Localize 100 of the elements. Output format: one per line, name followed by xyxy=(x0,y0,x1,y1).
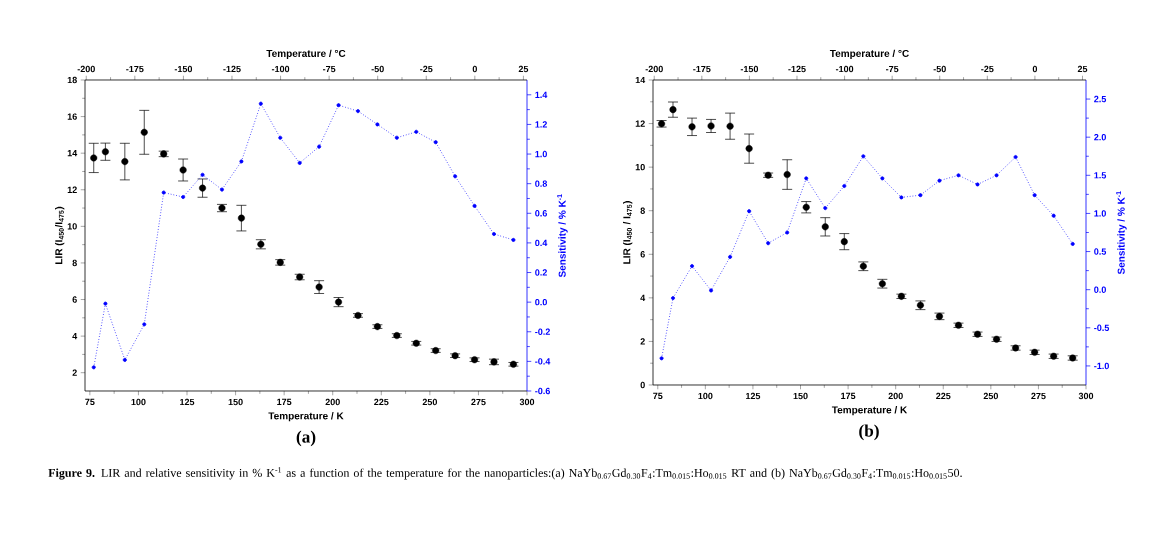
y2-axis-title: Sensitivity / % K$^{-1}$ xyxy=(1116,191,1127,275)
point xyxy=(511,237,516,242)
point xyxy=(219,187,224,192)
point xyxy=(258,101,263,106)
y2-tick-label: 0.5 xyxy=(1094,248,1107,255)
point xyxy=(239,159,244,164)
point xyxy=(842,183,847,188)
y-tick-label: 6 xyxy=(640,251,645,258)
y2-tick-label: 0.6 xyxy=(535,210,547,217)
y2-tick-label: -0.4 xyxy=(535,358,551,365)
point xyxy=(671,296,675,301)
x2-tick-label: -125 xyxy=(788,65,806,73)
x-axis-title: Temperature / K xyxy=(831,406,908,416)
point xyxy=(994,173,999,178)
x-tick-label: 150 xyxy=(228,398,243,406)
x2-axis-title: Temperature / °C xyxy=(266,49,346,59)
y-tick-label: 8 xyxy=(640,207,645,214)
point xyxy=(414,129,419,134)
x2-tick-label: -100 xyxy=(271,65,290,73)
x2-tick-label: -50 xyxy=(933,65,946,73)
x2-tick-label: -125 xyxy=(223,65,241,73)
point xyxy=(355,109,360,114)
y-tick-label: 4 xyxy=(72,333,78,340)
point xyxy=(317,144,322,149)
point xyxy=(161,190,166,195)
x2-tick-label: -150 xyxy=(740,65,759,73)
point xyxy=(101,148,109,156)
y2-tick-label: 1.2 xyxy=(535,121,547,128)
y-tick-label: 2 xyxy=(72,369,77,376)
y-tick-label: 14 xyxy=(67,150,78,157)
point xyxy=(179,166,187,174)
point xyxy=(1032,193,1037,198)
y-tick-label: 6 xyxy=(72,296,77,303)
point xyxy=(91,365,96,370)
x2-tick-label: -75 xyxy=(322,65,336,73)
point xyxy=(491,232,496,237)
x-tick-label: 175 xyxy=(277,398,292,406)
point xyxy=(669,106,677,114)
point xyxy=(956,173,961,178)
point xyxy=(783,171,791,179)
y-tick-label: 12 xyxy=(67,186,77,193)
point xyxy=(122,357,127,362)
y2-tick-label: 0.0 xyxy=(535,298,547,306)
point xyxy=(433,140,438,145)
point xyxy=(659,356,664,361)
x-tick-label: 300 xyxy=(1078,392,1094,400)
text: Figure 9. LIR and relative sensitivity in % K$^{-1}$ as a function of the temperature for the nanoparticles:(a) NaYb$_{0.67}$Gd$_{0.30}$F$_{4}$:Tm$_{0.015}$:Ho$_{0.015}$ RT and (b) NaYb$_{0.67}$Gd$_{0.30}$F$_{4}$:Tm$_{0.015}$:Ho$_{0.015}$50. xyxy=(48,467,962,480)
y-tick-label: 14 xyxy=(635,76,646,84)
y2-tick-label: -1.0 xyxy=(1094,362,1109,370)
x-tick-label: 275 xyxy=(471,398,486,406)
point xyxy=(766,241,771,246)
y2-tick-label: 0.8 xyxy=(535,180,548,187)
point xyxy=(918,193,923,198)
y-axis-title: LIR (I$_{450}$ / I$_{475}$) xyxy=(623,201,633,264)
point xyxy=(140,128,148,136)
x-tick-label: 75 xyxy=(85,398,95,406)
point xyxy=(937,178,942,183)
y2-tick-label: 1.0 xyxy=(1094,210,1106,217)
x-tick-label: 300 xyxy=(519,398,535,406)
x2-tick-label: -150 xyxy=(174,65,193,73)
x-tick-label: 225 xyxy=(374,398,389,406)
point xyxy=(745,145,753,153)
x-tick-label: 200 xyxy=(325,398,340,406)
y2-tick-label: -0.6 xyxy=(535,387,550,395)
point xyxy=(278,135,283,140)
x2-tick-label: 25 xyxy=(1077,65,1088,73)
y2-tick-label: -0.2 xyxy=(535,328,550,335)
point xyxy=(472,203,477,208)
y-tick-label: 10 xyxy=(67,223,77,230)
x-tick-label: 100 xyxy=(131,398,146,406)
x2-tick-label: -25 xyxy=(420,65,433,73)
x-tick-label: 275 xyxy=(1031,392,1046,400)
x2-tick-label: -175 xyxy=(126,65,144,73)
x-tick-label: 175 xyxy=(841,392,856,400)
x-tick-label: 200 xyxy=(888,392,903,400)
point xyxy=(804,176,809,181)
x2-tick-label: -200 xyxy=(645,65,663,73)
point xyxy=(199,184,207,192)
x-tick-label: 100 xyxy=(698,392,713,400)
point xyxy=(709,288,714,293)
y-tick-label: 8 xyxy=(72,259,77,267)
x2-axis-title: Temperature / °C xyxy=(829,49,909,59)
point xyxy=(336,103,341,108)
y2-tick-label: 0.2 xyxy=(535,269,547,276)
y2-tick-label: 1.0 xyxy=(535,150,547,158)
point xyxy=(728,254,733,259)
y-axis-title: LIR (I$_{450}$/I$_{475}$) xyxy=(55,206,65,264)
y2-tick-label: -0.5 xyxy=(1094,324,1110,331)
point xyxy=(181,194,186,199)
x-tick-label: 75 xyxy=(653,392,663,400)
x2-tick-label: 25 xyxy=(518,65,529,73)
point xyxy=(90,154,98,162)
y-tick-label: 2 xyxy=(640,338,645,345)
x2-tick-label: 0 xyxy=(472,65,477,73)
point xyxy=(1013,155,1018,160)
point xyxy=(823,206,828,211)
point xyxy=(103,301,108,306)
x2-tick-label: -175 xyxy=(693,65,711,73)
point xyxy=(840,238,848,246)
point xyxy=(142,322,147,327)
